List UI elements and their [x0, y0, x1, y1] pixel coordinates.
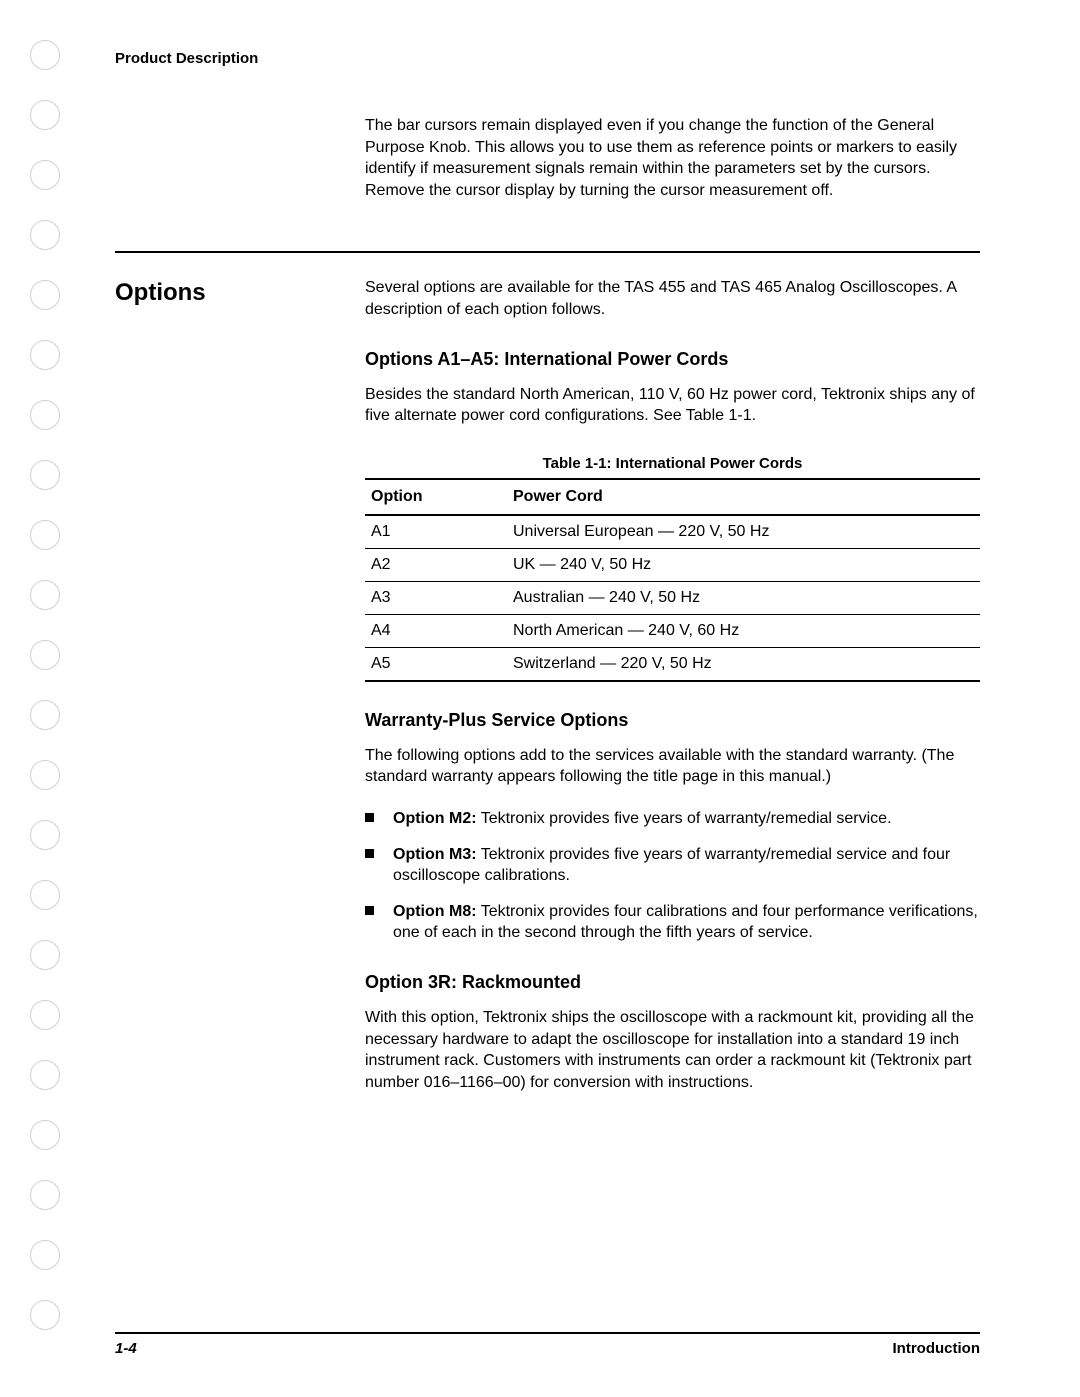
running-header: Product Description — [115, 50, 980, 67]
cell-option: A3 — [365, 581, 507, 614]
page-footer: 1-4 Introduction — [115, 1332, 980, 1357]
table-row: A2 UK — 240 V, 50 Hz — [365, 548, 980, 581]
table-row: A5 Switzerland — 220 V, 50 Hz — [365, 647, 980, 681]
options-heading: Options — [115, 277, 365, 307]
section-name: Introduction — [893, 1340, 980, 1357]
cell-cord: North American — 240 V, 60 Hz — [507, 614, 980, 647]
col-power-cord: Power Cord — [507, 479, 980, 515]
section-divider — [115, 251, 980, 253]
option-text: Tektronix provides five years of warrant… — [477, 810, 892, 827]
table-caption: Table 1-1: International Power Cords — [365, 455, 980, 472]
intro-paragraph: The bar cursors remain displayed even if… — [365, 115, 980, 201]
cell-option: A4 — [365, 614, 507, 647]
cell-option: A1 — [365, 515, 507, 549]
page-number: 1-4 — [115, 1340, 137, 1357]
cell-option: A2 — [365, 548, 507, 581]
cell-cord: Switzerland — 220 V, 50 Hz — [507, 647, 980, 681]
footer-divider — [115, 1332, 980, 1334]
warranty-options-list: Option M2: Tektronix provides five years… — [365, 808, 980, 944]
options-intro: Several options are available for the TA… — [365, 277, 980, 320]
table-row: A3 Australian — 240 V, 50 Hz — [365, 581, 980, 614]
option-text: Tektronix provides four calibrations and… — [393, 903, 978, 942]
cell-option: A5 — [365, 647, 507, 681]
list-item: Option M8: Tektronix provides four calib… — [365, 901, 980, 944]
list-item: Option M3: Tektronix provides five years… — [365, 844, 980, 887]
option-text: Tektronix provides five years of warrant… — [393, 846, 950, 885]
cell-cord: Australian — 240 V, 50 Hz — [507, 581, 980, 614]
warranty-body: The following options add to the service… — [365, 745, 980, 788]
warranty-heading: Warranty-Plus Service Options — [365, 710, 980, 731]
rackmount-heading: Option 3R: Rackmounted — [365, 972, 980, 993]
table-row: A4 North American — 240 V, 60 Hz — [365, 614, 980, 647]
rackmount-body: With this option, Tektronix ships the os… — [365, 1007, 980, 1093]
list-item: Option M2: Tektronix provides five years… — [365, 808, 980, 830]
option-label: Option M3: — [393, 846, 477, 863]
a1-a5-body: Besides the standard North American, 110… — [365, 384, 980, 427]
col-option: Option — [365, 479, 507, 515]
cell-cord: Universal European — 220 V, 50 Hz — [507, 515, 980, 549]
option-label: Option M8: — [393, 903, 477, 920]
a1-a5-heading: Options A1–A5: International Power Cords — [365, 349, 980, 370]
option-label: Option M2: — [393, 810, 477, 827]
power-cords-table: Option Power Cord A1 Universal European … — [365, 478, 980, 682]
table-row: A1 Universal European — 220 V, 50 Hz — [365, 515, 980, 549]
cell-cord: UK — 240 V, 50 Hz — [507, 548, 980, 581]
